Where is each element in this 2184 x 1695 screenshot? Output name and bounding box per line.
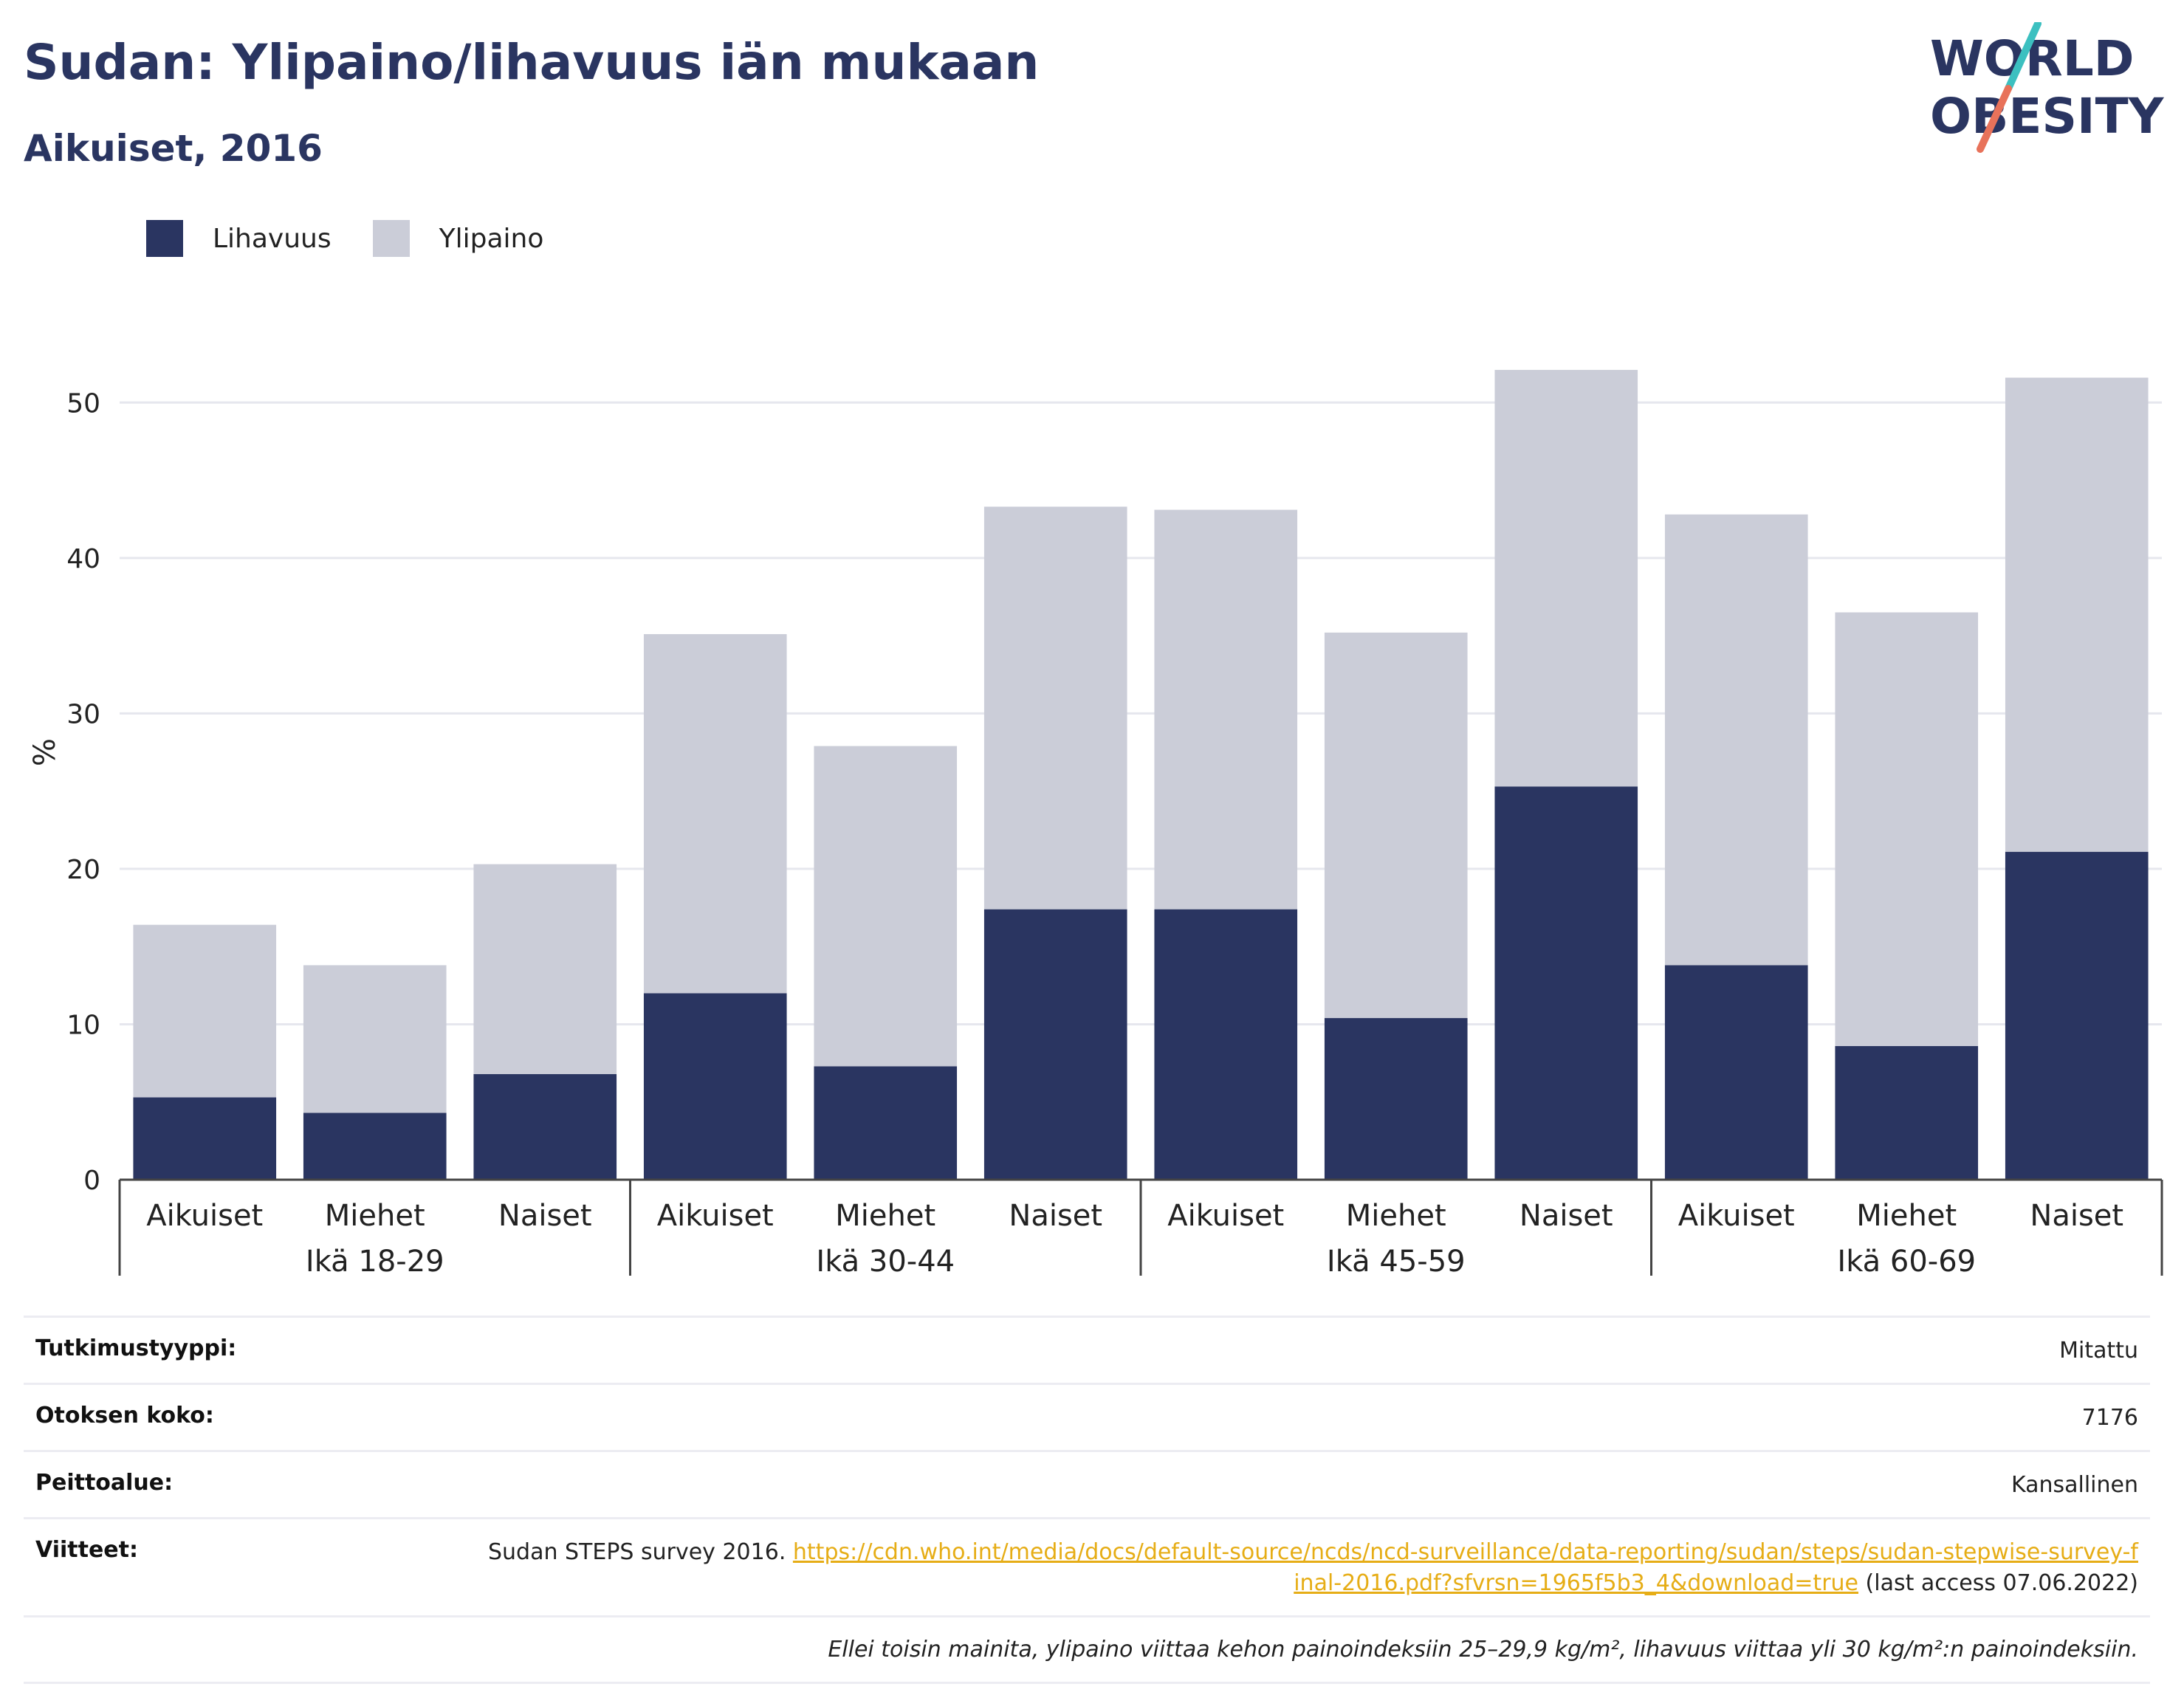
x-tick-label: Naiset [1009, 1199, 1102, 1233]
y-tick-label: 20 [66, 855, 100, 885]
info-label-references: Viitteet: [35, 1537, 138, 1563]
x-tick-label: Aikuiset [1678, 1199, 1795, 1233]
x-tick-label: Naiset [1519, 1199, 1613, 1233]
legend-swatch-ylipaino [372, 220, 410, 257]
bar-lihavuus [473, 1073, 617, 1180]
bar-ylipaino [1324, 632, 1468, 1019]
logo-text-obesity: OBESITY [1930, 88, 2165, 145]
legend-label-ylipaino: Ylipaino [439, 223, 544, 254]
world-obesity-logo: WORLD OBESITY [1930, 22, 2165, 153]
bar-lihavuus [1664, 965, 1808, 1180]
x-tick-label: Miehet [325, 1199, 425, 1233]
y-tick-label: 0 [83, 1166, 100, 1196]
info-row-references: Viitteet: Sudan STEPS survey 2016. https… [24, 1517, 2150, 1615]
footnote-row: Ellei toisin mainita, ylipaino viittaa k… [24, 1615, 2150, 1684]
info-label-study-type: Tutkimustyyppi: [35, 1335, 237, 1361]
reference-text: Sudan STEPS survey 2016. [487, 1539, 786, 1565]
legend-label-lihavuus: Lihavuus [213, 223, 332, 254]
bar-ylipaino [473, 864, 617, 1074]
info-value-sample-size: 7176 [2081, 1405, 2138, 1431]
x-tick-label: Aikuiset [1167, 1199, 1284, 1233]
y-tick-label: 10 [66, 1010, 100, 1040]
x-tick-label: Miehet [835, 1199, 935, 1233]
footnote-text: Ellei toisin mainita, ylipaino viittaa k… [828, 1637, 2138, 1663]
info-value-references: Sudan STEPS survey 2016. https://cdn.who… [484, 1537, 2138, 1599]
x-group-label: Ikä 30-44 [816, 1245, 955, 1279]
stacked-bar-chart: 0 10 20 30 40 50% Aikuiset Miehet Naiset Ikä 18-2… [28, 370, 2163, 1279]
y-tick-label: 30 [66, 699, 100, 729]
bar-ylipaino [1664, 514, 1808, 966]
info-value-study-type: Mitattu [2059, 1338, 2138, 1364]
x-tick-label: Miehet [1856, 1199, 1957, 1233]
y-axis-label: % [28, 738, 62, 766]
bar-lihavuus [133, 1097, 277, 1180]
legend-item-lihavuus[interactable]: Lihavuus [146, 220, 332, 257]
bar-lihavuus [2005, 851, 2149, 1180]
x-tick-label: Aikuiset [657, 1199, 774, 1233]
bar-ylipaino [1494, 370, 1638, 787]
reference-link[interactable]: https://cdn.who.int/media/docs/default-s… [792, 1539, 2138, 1596]
bar-lihavuus [1154, 909, 1298, 1180]
info-row-study-type: Tutkimustyyppi: Mitattu [24, 1316, 2150, 1383]
logo-slash-orange [1977, 85, 2012, 153]
bar-ylipaino [1835, 612, 1979, 1046]
x-tick-label: Naiset [2030, 1199, 2123, 1233]
info-value-coverage: Kansallinen [2010, 1472, 2138, 1498]
legend-swatch-lihavuus [146, 220, 183, 257]
bar-ylipaino [1154, 509, 1298, 910]
chart-legend: Lihavuus Ylipaino [146, 220, 585, 257]
bar-lihavuus [814, 1066, 958, 1180]
reference-suffix: (last access 07.06.2022) [1865, 1570, 2138, 1596]
x-tick-label: Miehet [1346, 1199, 1446, 1233]
x-tick-label: Aikuiset [146, 1199, 263, 1233]
bar-lihavuus [303, 1113, 447, 1180]
y-tick-label: 40 [66, 544, 100, 574]
info-label-coverage: Peittoalue: [35, 1470, 174, 1496]
info-label-sample-size: Otoksen koko: [35, 1403, 214, 1428]
bar-lihavuus [983, 909, 1127, 1180]
x-group-label: Ikä 18-29 [306, 1245, 444, 1279]
bar-lihavuus [1324, 1018, 1468, 1180]
bar-ylipaino [2005, 377, 2149, 852]
bar-ylipaino [303, 965, 447, 1113]
info-row-sample-size: Otoksen koko: 7176 [24, 1383, 2150, 1450]
bar-ylipaino [983, 506, 1127, 910]
chart-title: Sudan: Ylipaino/lihavuus iän mukaan [24, 34, 1040, 91]
bar-lihavuus [643, 993, 787, 1180]
bar-ylipaino [814, 746, 958, 1067]
x-group-label: Ikä 45-59 [1327, 1245, 1466, 1279]
logo-slash-teal [2005, 22, 2042, 92]
info-table: Tutkimustyyppi: Mitattu Otoksen koko: 71… [24, 1316, 2150, 1684]
legend-item-ylipaino[interactable]: Ylipaino [372, 220, 544, 257]
chart-subtitle: Aikuiset, 2016 [24, 127, 323, 170]
y-tick-label: 50 [66, 388, 100, 419]
x-tick-label: Naiset [498, 1199, 592, 1233]
x-group-label: Ikä 60-69 [1837, 1245, 1976, 1279]
bar-lihavuus [1494, 786, 1638, 1180]
bar-ylipaino [643, 633, 787, 994]
bar-lihavuus [1835, 1045, 1979, 1180]
info-row-coverage: Peittoalue: Kansallinen [24, 1450, 2150, 1517]
bar-ylipaino [133, 924, 277, 1098]
